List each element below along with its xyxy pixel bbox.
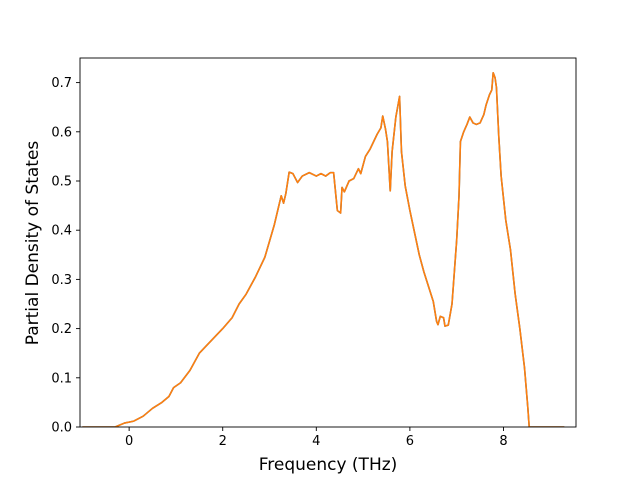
y-tick-label: 0.7 (51, 76, 72, 91)
x-tick-label: 8 (499, 434, 507, 449)
y-tick-label: 0.0 (51, 421, 72, 436)
y-tick-label: 0.3 (51, 273, 72, 288)
x-tick-label: 4 (312, 434, 320, 449)
y-tick-label: 0.6 (51, 125, 72, 140)
y-tick-label: 0.5 (51, 175, 72, 190)
y-tick-label: 0.4 (51, 224, 72, 239)
y-tick-label: 0.2 (51, 322, 72, 337)
series-line-2 (82, 71, 565, 427)
plot-area (82, 71, 565, 427)
y-tick-label: 0.1 (51, 371, 72, 386)
x-tick-label: 0 (125, 434, 133, 449)
x-tick-label: 6 (406, 434, 414, 449)
axes-frame (79, 57, 577, 428)
y-axis-title: Partial Density of States (23, 141, 43, 346)
x-axis-title: Frequency (THz) (259, 455, 398, 475)
x-tick-label: 2 (219, 434, 227, 449)
axes: 0 2 4 6 8 0.0 0.1 0.2 0.3 0.4 0.5 0.6 0.7 (51, 57, 577, 449)
